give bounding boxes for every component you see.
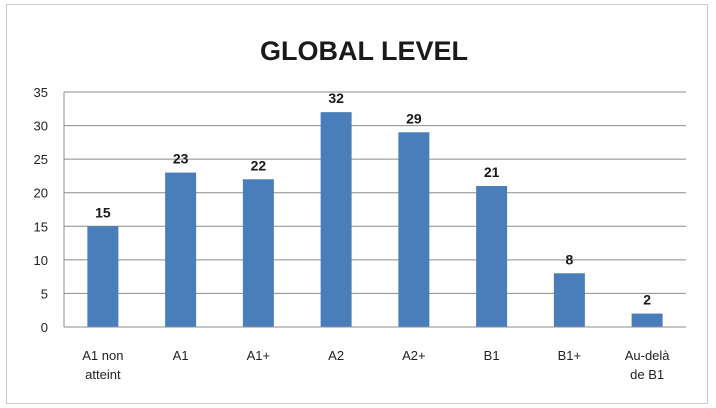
bar xyxy=(87,226,119,327)
y-tick-label: 5 xyxy=(41,286,48,301)
bars xyxy=(87,112,663,328)
bar xyxy=(476,186,508,327)
x-tick-label-line: Au-delà xyxy=(625,348,671,363)
x-axis-ticks: A1 non atteint A1 A1+ A2 A2+ B1 B1+ Au-delà de B1 xyxy=(82,348,670,382)
data-label: 29 xyxy=(406,110,422,126)
x-tick-label: Au-delà de B1 xyxy=(625,348,671,382)
x-tick-label-line: A2 xyxy=(328,348,344,363)
data-label: 2 xyxy=(643,292,651,308)
y-tick-label: 35 xyxy=(34,85,48,100)
data-label: 22 xyxy=(251,157,267,173)
y-tick-label: 30 xyxy=(34,119,48,134)
data-label: 32 xyxy=(328,90,344,106)
data-labels: 15 23 22 32 29 21 8 2 xyxy=(95,90,651,307)
gridlines xyxy=(64,91,686,294)
chart-title: GLOBAL LEVEL xyxy=(260,36,468,66)
x-tick-label: A2+ xyxy=(402,348,426,363)
x-tick-label-line: A2+ xyxy=(402,348,426,363)
bar xyxy=(553,273,585,327)
bar xyxy=(165,172,197,327)
x-tick-label: B1+ xyxy=(558,348,582,363)
y-tick-label: 20 xyxy=(34,186,48,201)
chart-frame xyxy=(6,4,708,404)
x-tick-label-line: de B1 xyxy=(630,367,664,382)
y-axis-ticks: 0 5 10 15 20 25 30 35 xyxy=(34,85,48,335)
bar xyxy=(631,313,663,327)
x-tick-label-line: A1 xyxy=(173,348,189,363)
y-tick-label: 0 xyxy=(41,320,48,335)
x-tick-label: A1+ xyxy=(247,348,271,363)
data-label: 23 xyxy=(173,151,189,167)
x-tick-label-line: atteint xyxy=(85,367,121,382)
x-tick-label: A2 xyxy=(328,348,344,363)
bar xyxy=(320,112,352,328)
x-tick-label-line: A1 non xyxy=(82,348,123,363)
data-label: 15 xyxy=(95,204,111,220)
y-tick-label: 10 xyxy=(34,253,48,268)
x-tick-label-line: B1+ xyxy=(558,348,582,363)
data-label: 8 xyxy=(565,251,573,267)
x-tick-label: B1 xyxy=(484,348,500,363)
bar xyxy=(398,132,430,327)
x-tick-label-line: B1 xyxy=(484,348,500,363)
y-tick-label: 25 xyxy=(34,152,48,167)
x-tick-label: A1 non atteint xyxy=(82,348,123,382)
x-tick-label-line: A1+ xyxy=(247,348,271,363)
bar xyxy=(242,179,274,327)
data-label: 21 xyxy=(484,164,500,180)
x-tick-label: A1 xyxy=(173,348,189,363)
y-tick-label: 15 xyxy=(34,219,48,234)
